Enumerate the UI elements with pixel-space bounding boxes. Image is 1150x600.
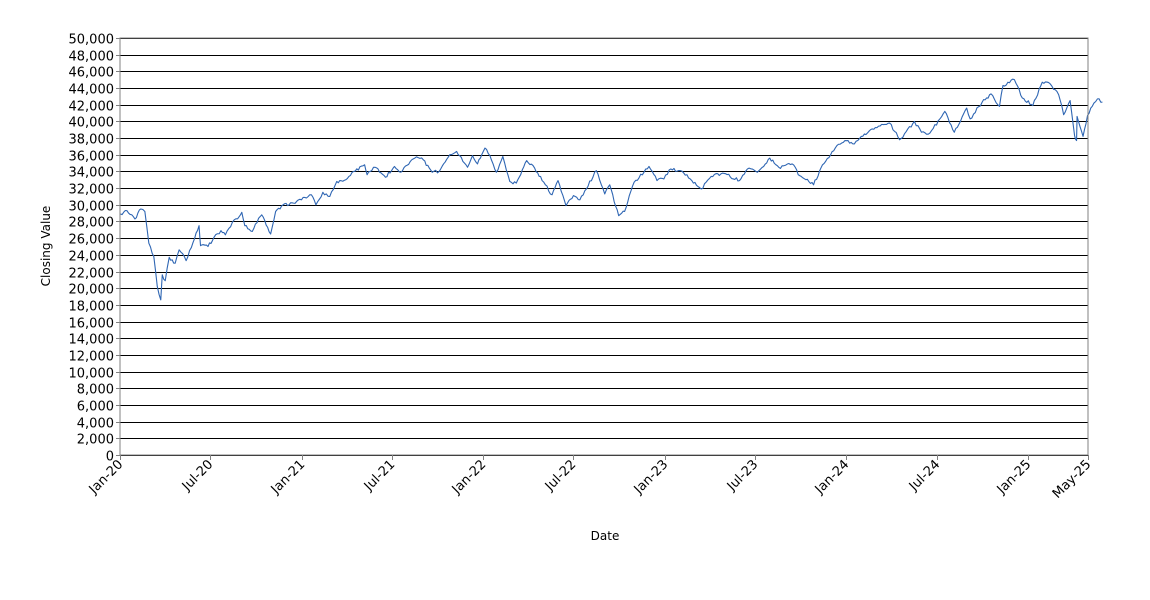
x-axis: Jan-20 Jul-20 Jan-21 Jul-21 Jan-22 Jul-22 Jan-… xyxy=(86,455,1094,502)
y-tick-label: 12,000 xyxy=(69,350,115,365)
y-tick-label: 22,000 xyxy=(69,267,115,282)
x-tick-label: Jan-21 xyxy=(268,457,309,498)
series-layer xyxy=(120,78,1103,301)
x-tick-label: Jul-20 xyxy=(179,457,216,494)
x-tick-label: Jul-23 xyxy=(724,457,761,494)
y-tick-label: 50,000 xyxy=(69,33,115,48)
y-tick-label: 42,000 xyxy=(69,100,115,115)
y-tick-label: 16,000 xyxy=(69,317,115,332)
x-tick-label: Jul-21 xyxy=(361,457,398,494)
y-tick-label: 38,000 xyxy=(69,133,115,148)
x-tick-label: Jul-22 xyxy=(542,457,579,494)
y-tick-label: 32,000 xyxy=(69,183,115,198)
x-axis-title: Date xyxy=(591,529,620,543)
y-tick-label: 2,000 xyxy=(77,433,114,448)
y-tick-label: 34,000 xyxy=(69,166,115,181)
y-tick-label: 4,000 xyxy=(77,417,114,432)
series-line xyxy=(120,78,1103,301)
x-tick-label: Jan-25 xyxy=(994,457,1035,498)
y-tick-label: 20,000 xyxy=(69,283,115,298)
x-tick-label: Jul-24 xyxy=(906,457,943,494)
y-tick-label: 40,000 xyxy=(69,116,115,131)
y-tick-label: 6,000 xyxy=(77,400,114,415)
y-tick-label: 30,000 xyxy=(69,200,115,215)
y-tick-label: 24,000 xyxy=(69,250,115,265)
y-tick-label: 18,000 xyxy=(69,300,115,315)
y-tick-label: 0 xyxy=(106,450,114,465)
y-tick-label: 46,000 xyxy=(69,66,115,81)
x-tick-label: Jan-24 xyxy=(812,457,853,498)
y-tick-label: 48,000 xyxy=(69,50,115,65)
y-tick-label: 14,000 xyxy=(69,333,115,348)
gridlines xyxy=(120,38,1088,456)
y-tick-label: 8,000 xyxy=(77,383,114,398)
plot-area-frame xyxy=(119,37,1089,456)
y-tick-label: 28,000 xyxy=(69,216,115,231)
x-tick-label: May-25 xyxy=(1050,457,1094,501)
y-tick-label: 36,000 xyxy=(69,150,115,165)
y-axis-title: Closing Value xyxy=(39,206,53,287)
y-axis: 02,0004,0006,0008,00010,00012,00014,0001… xyxy=(69,33,120,465)
x-tick-label: Jan-23 xyxy=(631,457,672,498)
y-tick-label: 26,000 xyxy=(69,233,115,248)
x-tick-label: Jan-22 xyxy=(449,457,490,498)
y-tick-label: 44,000 xyxy=(69,83,115,98)
y-tick-label: 10,000 xyxy=(69,367,115,382)
